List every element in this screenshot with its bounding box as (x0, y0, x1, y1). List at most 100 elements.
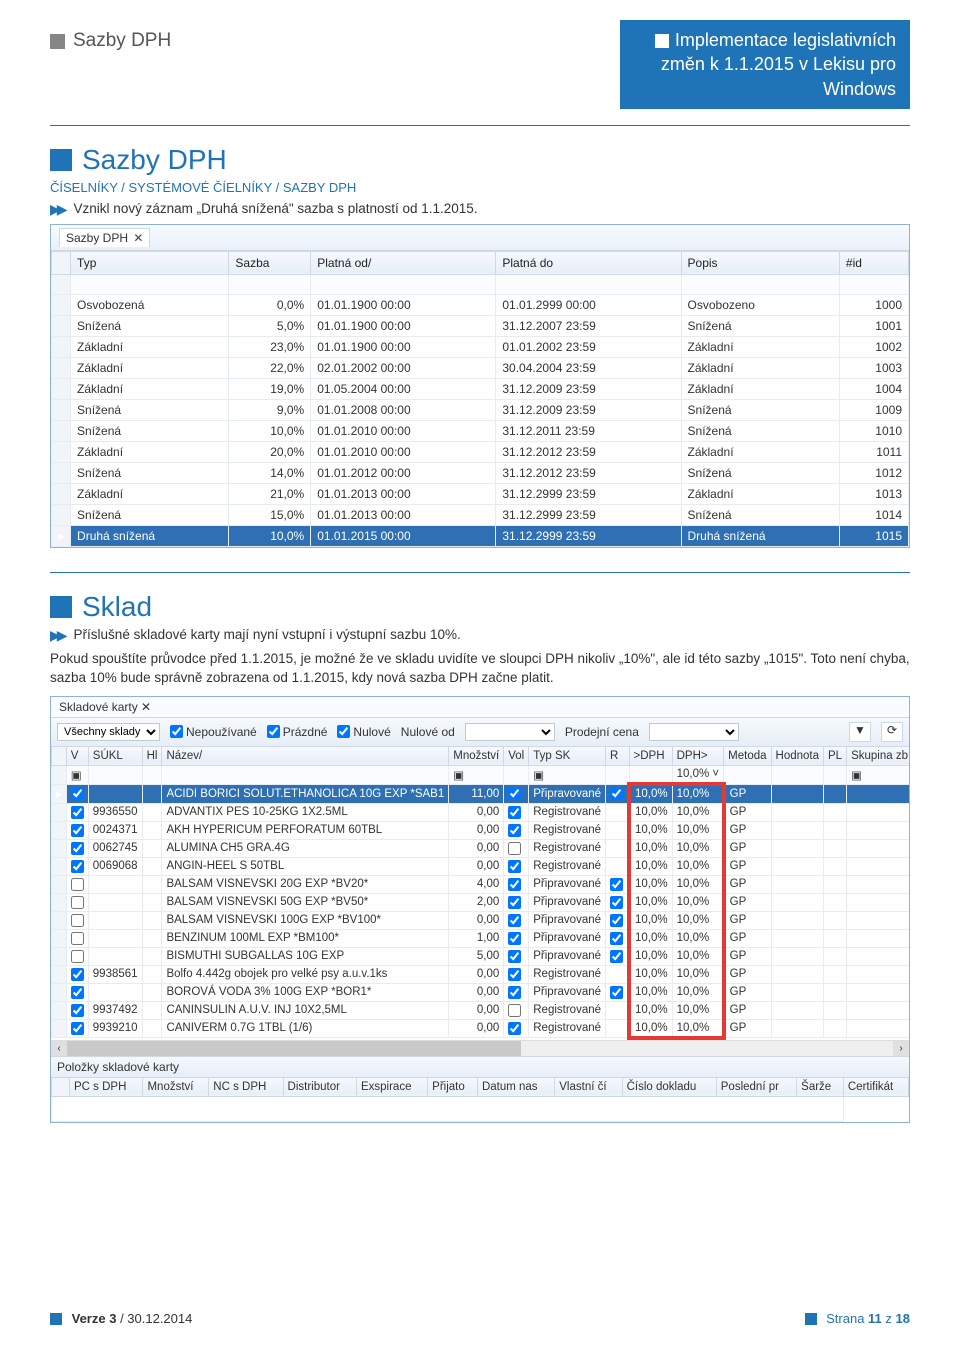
label-prodejni-cena: Prodejní cena (565, 725, 639, 739)
table-row[interactable]: Základní22,0%02.01.2002 00:00 30.04.2004… (52, 357, 909, 378)
filter-icon[interactable]: ▼ (849, 722, 871, 742)
col-typ-sk[interactable]: Typ SK (529, 746, 606, 765)
col-dph-out[interactable]: DPH> (672, 746, 724, 765)
col-mnozstvi[interactable]: Množství (449, 746, 504, 765)
horizontal-scrollbar[interactable]: ‹ › (51, 1040, 909, 1056)
header-divider (50, 125, 910, 126)
sklad-window: Skladové karty ✕ Všechny sklady Nepoužív… (50, 696, 910, 1123)
col-sukl[interactable]: SÚKL (88, 746, 142, 765)
sub-col[interactable]: NC s DPH (209, 1077, 283, 1096)
square-bullet-icon (50, 34, 65, 49)
table-row[interactable]: 9939210 CANIVERM 0.7G 1TBL (1/6)0,00 Reg… (52, 1019, 910, 1038)
header-right-box: Implementace legislativních změn k 1.1.2… (620, 20, 910, 109)
sazby-table-window: Sazby DPH ✕ Typ Sazba Platná od/ Platná … (50, 224, 910, 548)
table-row[interactable]: BALSAM VISNEVSKI 20G EXP *BV20*4,00 Přip… (52, 875, 910, 893)
label-nulove-od: Nulové od (401, 725, 455, 739)
section-divider (50, 572, 910, 573)
sub-col[interactable]: Poslední pr (716, 1077, 796, 1096)
sklad-toolbar: Všechny sklady Nepoužívané Prázdné Nulov… (51, 718, 909, 746)
col-skupina[interactable]: Skupina zb (847, 746, 909, 765)
bullet-item: ▶▶ Příslušné skladové karty mají nyní vs… (50, 627, 910, 644)
sub-col[interactable]: Vlastní čí (555, 1077, 622, 1096)
table-row[interactable]: ▸ Druhá snížená10,0%01.01.2015 00:00 31.… (52, 525, 909, 546)
sklad-select[interactable]: Všechny sklady (57, 723, 160, 741)
scroll-thumb[interactable] (67, 1041, 521, 1056)
table-row[interactable]: 9936550 ADVANTIX PES 10-25KG 1X2.5ML0,00… (52, 803, 910, 821)
sub-panel-header: Položky skladové karty (51, 1056, 909, 1077)
table-row[interactable]: Základní23,0%01.01.1900 00:00 01.01.2002… (52, 336, 909, 357)
grid-filter-row[interactable] (52, 274, 909, 294)
square-bullet-icon (50, 149, 72, 171)
prodejni-cena-select[interactable] (649, 723, 739, 741)
table-row[interactable]: 0024371 AKH HYPERICUM PERFORATUM 60TBL0,… (52, 821, 910, 839)
col-platna-do[interactable]: Platná do (496, 251, 681, 274)
table-row[interactable]: 9937492 CANINSULIN A.U.V. INJ 10X2,5ML0,… (52, 1001, 910, 1019)
col-dph-in[interactable]: >DPH (629, 746, 672, 765)
filter-dph-value[interactable]: 10,0% (677, 768, 710, 780)
cb-prazdne[interactable]: Prázdné (267, 725, 328, 739)
sub-col[interactable]: Množství (143, 1077, 209, 1096)
cb-nepouzivane[interactable]: Nepoužívané (170, 725, 257, 739)
window-tab-bar: Skladové karty ✕ (51, 697, 909, 718)
col-v[interactable]: V (66, 746, 88, 765)
table-row[interactable]: Snížená9,0%01.01.2008 00:00 31.12.2009 2… (52, 399, 909, 420)
col-metoda[interactable]: Metoda (724, 746, 771, 765)
window-tab-bar: Sazby DPH ✕ (51, 225, 909, 251)
tab-sazby-dph[interactable]: Sazby DPH ✕ (59, 228, 150, 247)
tab-skladove-karty[interactable]: Skladové karty ✕ (59, 700, 151, 714)
sub-col[interactable]: Distributor (283, 1077, 356, 1096)
table-row[interactable]: Snížená15,0%01.01.2013 00:00 31.12.2999 … (52, 504, 909, 525)
breadcrumb: ČÍSELNÍKY / SYSTÉMOVÉ ČÍELNÍKY / SAZBY D… (50, 180, 910, 195)
table-row[interactable]: Základní19,0%01.05.2004 00:00 31.12.2009… (52, 378, 909, 399)
sub-col[interactable]: PC s DPH (70, 1077, 143, 1096)
sub-col[interactable]: Exspirace (356, 1077, 427, 1096)
table-row[interactable]: BISMUTHI SUBGALLAS 10G EXP5,00 Připravov… (52, 947, 910, 965)
close-icon[interactable]: ✕ (133, 231, 143, 245)
table-row[interactable]: Základní20,0%01.01.2010 00:00 31.12.2012… (52, 441, 909, 462)
col-hodnota[interactable]: Hodnota (771, 746, 823, 765)
cb-nulove[interactable]: Nulové (337, 725, 390, 739)
close-icon[interactable]: ✕ (141, 700, 151, 714)
scroll-right-icon[interactable]: › (893, 1041, 909, 1056)
table-row[interactable]: Snížená14,0%01.01.2012 00:00 31.12.2012 … (52, 462, 909, 483)
sub-col[interactable]: Šarže (797, 1077, 844, 1096)
sub-col[interactable]: Datum nas (477, 1077, 554, 1096)
col-hl[interactable]: Hl (142, 746, 162, 765)
refresh-icon[interactable]: ⟳ (881, 722, 903, 742)
sub-col[interactable]: Číslo dokladu (622, 1077, 716, 1096)
col-popis[interactable]: Popis (681, 251, 839, 274)
col-r[interactable]: R (606, 746, 630, 765)
col-pl[interactable]: PL (824, 746, 847, 765)
col-nazev[interactable]: Název/ (162, 746, 449, 765)
table-row[interactable]: ▸ ACIDI BORICI SOLUT.ETHANOLICA 10G EXP … (52, 784, 910, 803)
header-left-title: Sazby DPH (50, 20, 171, 52)
col-id[interactable]: #id (839, 251, 908, 274)
footer-page-num: 11 (868, 1311, 882, 1326)
footer-page-of: z (882, 1311, 896, 1326)
sub-grid-empty-row (52, 1096, 909, 1121)
table-row[interactable]: BALSAM VISNEVSKI 50G EXP *BV50*2,00 Přip… (52, 893, 910, 911)
table-row[interactable]: BOROVÁ VODA 3% 100G EXP *BOR1*0,00 Připr… (52, 983, 910, 1001)
table-row[interactable]: 0069068 ANGIN-HEEL S 50TBL0,00 Registrov… (52, 857, 910, 875)
grid-filter-row[interactable]: ▣▣▣ 10,0% ˅ ▣ (52, 765, 910, 784)
col-typ[interactable]: Typ (71, 251, 229, 274)
col-vol[interactable]: Vol (504, 746, 529, 765)
table-row[interactable]: Snížená10,0%01.01.2010 00:00 31.12.2011 … (52, 420, 909, 441)
col-sazba[interactable]: Sazba (229, 251, 311, 274)
col-platna-od[interactable]: Platná od/ (311, 251, 496, 274)
table-row[interactable]: 9938561 Bolfo 4.442g obojek pro velké ps… (52, 965, 910, 983)
footer-page-label: Strana (826, 1311, 868, 1326)
scroll-left-icon[interactable]: ‹ (51, 1041, 67, 1056)
table-row[interactable]: BENZINUM 100ML EXP *BM100*1,00 Připravov… (52, 929, 910, 947)
table-row[interactable]: 0062745 ALUMINA CH5 GRA.4G0,00 Registrov… (52, 839, 910, 857)
table-row[interactable]: Osvobozená0,0%01.01.1900 00:00 01.01.299… (52, 294, 909, 315)
nulove-od-select[interactable] (465, 723, 555, 741)
table-row[interactable]: BALSAM VISNEVSKI 100G EXP *BV100*0,00 Př… (52, 911, 910, 929)
section1-bullet-text: Vznikl nový záznam „Druhá snížená" sazba… (74, 201, 478, 216)
table-row[interactable]: Základní21,0%01.01.2013 00:00 31.12.2999… (52, 483, 909, 504)
square-bullet-icon (805, 1313, 817, 1325)
table-row[interactable]: Snížená5,0%01.01.1900 00:00 31.12.2007 2… (52, 315, 909, 336)
page-header: Sazby DPH Implementace legislativních zm… (50, 20, 910, 109)
sub-col[interactable]: Certifikát (843, 1077, 908, 1096)
sub-col[interactable]: Přijato (428, 1077, 478, 1096)
